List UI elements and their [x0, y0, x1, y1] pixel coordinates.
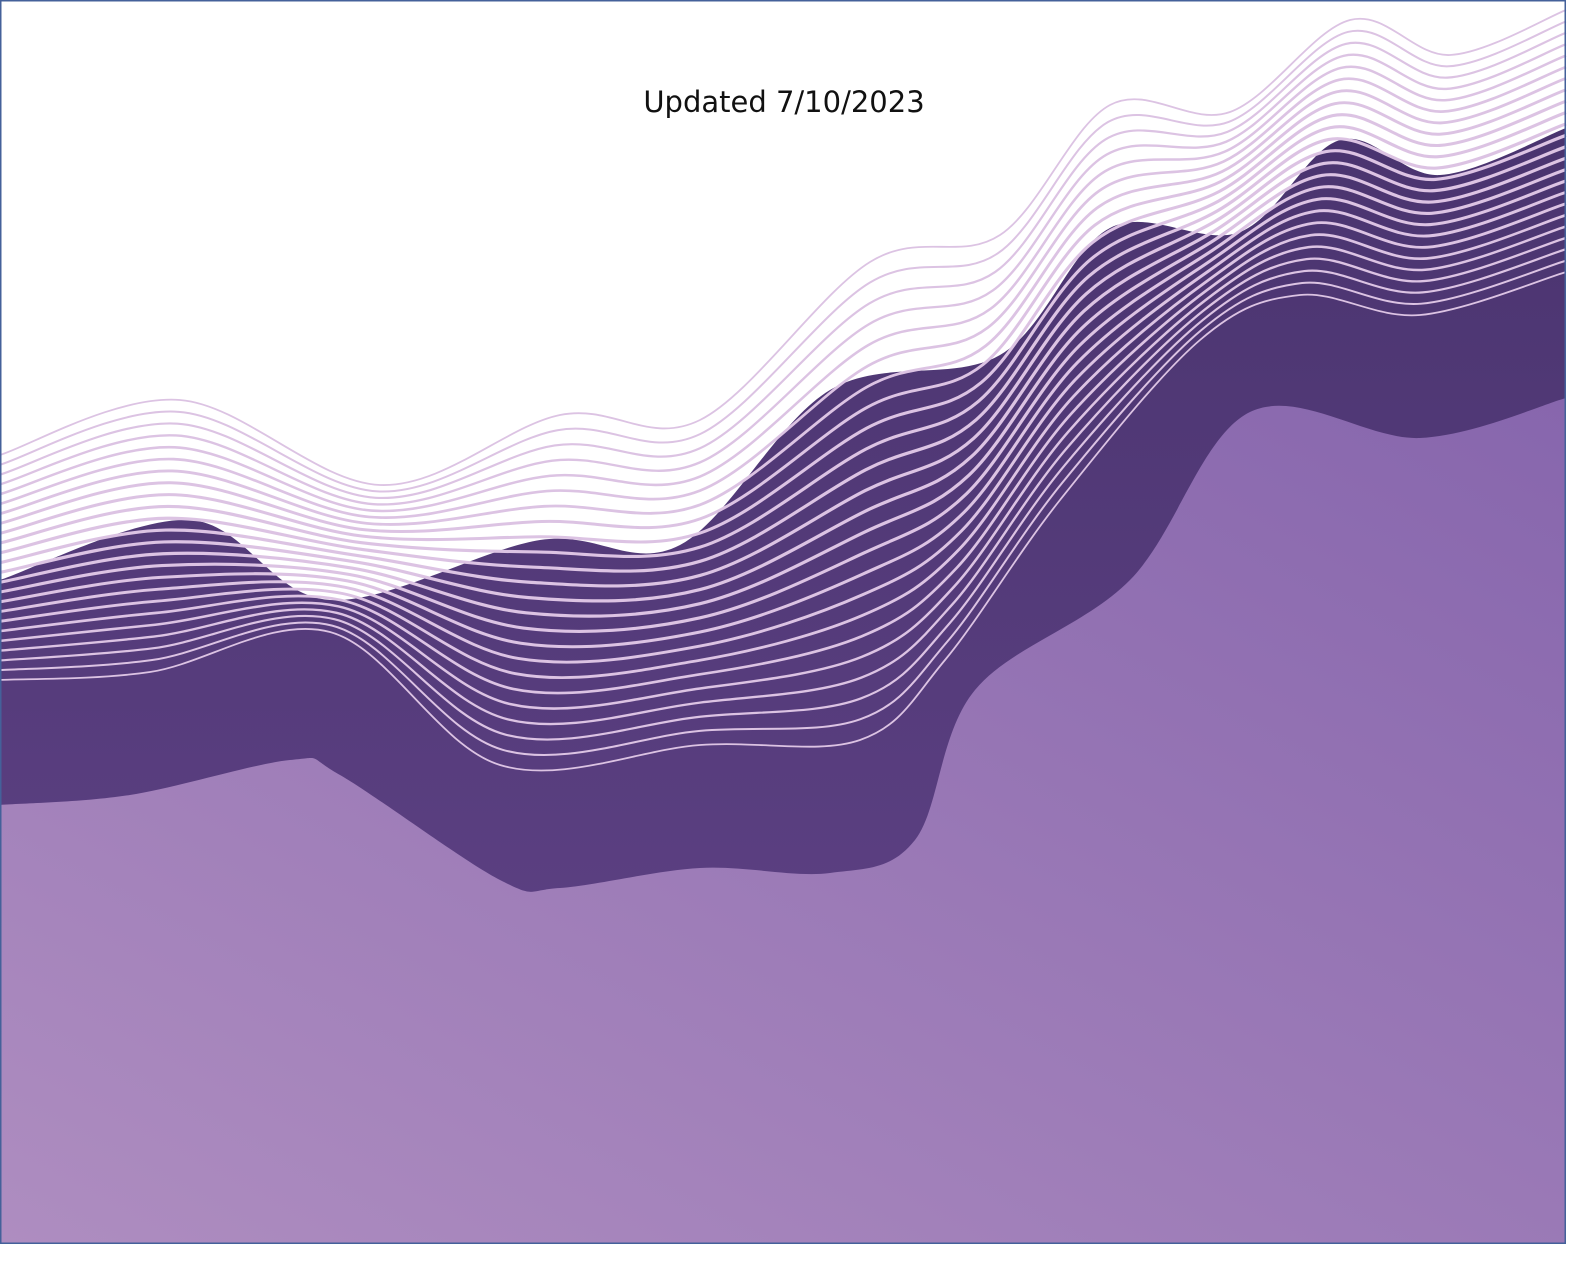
- page: Updated 7/10/2023 (() => { const data = …: [0, 0, 1588, 1263]
- updated-date: Updated 7/10/2023: [643, 85, 924, 119]
- cover-art: Updated 7/10/2023: [0, 0, 1588, 1263]
